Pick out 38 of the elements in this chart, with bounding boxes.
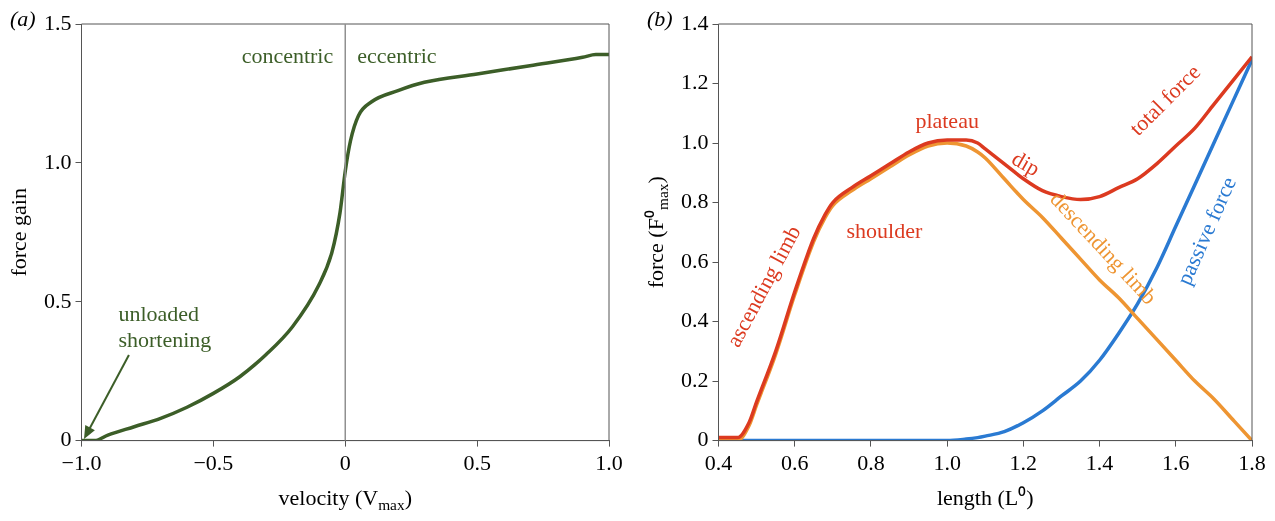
y-tick-label: 0 <box>697 426 709 452</box>
x-tick-label: 1.8 <box>1238 449 1266 475</box>
y-tick-label: 0.2 <box>681 366 709 392</box>
x-tick-label: −1.0 <box>61 449 102 475</box>
y-tick-label: 0 <box>60 426 72 452</box>
y-tick-label: 1.0 <box>44 148 72 174</box>
x-tick-label: 1.0 <box>595 449 623 475</box>
chart-title: (b) <box>647 5 673 31</box>
x-tick-label: −0.5 <box>193 449 234 475</box>
chart-title: (a) <box>10 5 36 31</box>
y-tick-label: 1.0 <box>681 128 709 154</box>
x-axis-title: length (L⁰) <box>936 484 1034 510</box>
x-tick-label: 0.8 <box>857 449 885 475</box>
annotation: eccentric <box>357 43 437 69</box>
annotation: dip <box>1007 145 1045 182</box>
y-tick-label: 0.8 <box>681 188 709 214</box>
y-tick-label: 1.4 <box>681 9 709 35</box>
annotation: unloaded shortening <box>118 301 212 353</box>
text: total force <box>1123 59 1206 141</box>
y-axis-title: force (F⁰max) <box>642 176 671 289</box>
annotation: shoulder <box>846 218 923 244</box>
y-tick-label: 1.5 <box>44 9 72 35</box>
x-tick-label: 1.0 <box>933 449 961 475</box>
text: passive force <box>1171 172 1242 289</box>
y-axis-title: force gain <box>5 188 31 277</box>
x-tick-label: 1.4 <box>1085 449 1114 475</box>
y-tick-label: 0.5 <box>44 287 72 313</box>
x-tick-label: 0.4 <box>704 449 733 475</box>
x-tick-label: 0.6 <box>780 449 809 475</box>
annotation: plateau <box>915 107 979 133</box>
x-tick-label: 1.6 <box>1162 449 1190 475</box>
x-tick-label: 1.2 <box>1009 449 1038 475</box>
y-tick-label: 0.4 <box>681 307 709 333</box>
y-tick-label: 1.2 <box>681 69 709 95</box>
x-tick-label: 0.5 <box>463 449 491 475</box>
y-tick-label: 0.6 <box>681 247 709 273</box>
x-tick-label: 0 <box>339 449 351 475</box>
annotation: concentric <box>241 43 334 69</box>
